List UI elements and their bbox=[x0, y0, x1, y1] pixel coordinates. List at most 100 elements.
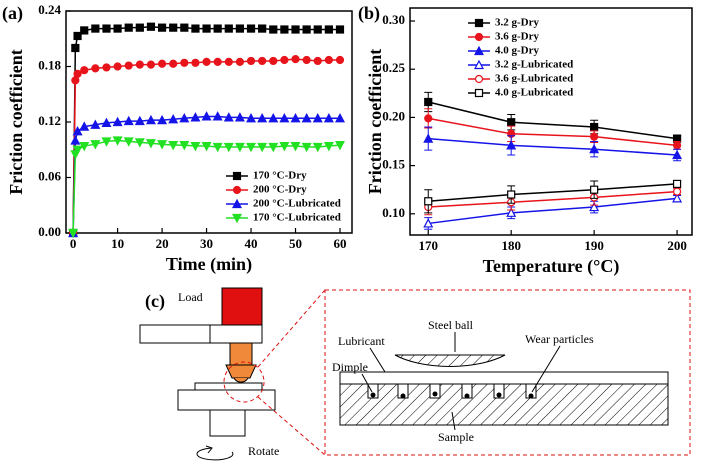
marker bbox=[291, 25, 300, 34]
marker bbox=[113, 24, 122, 33]
marker bbox=[191, 58, 200, 67]
marker bbox=[424, 97, 433, 107]
marker bbox=[145, 114, 156, 125]
marker bbox=[589, 201, 600, 212]
marker bbox=[72, 145, 83, 156]
marker bbox=[224, 57, 233, 66]
label-lubricant: Lubricant bbox=[338, 334, 385, 348]
marker bbox=[213, 24, 222, 33]
marker bbox=[90, 140, 101, 150]
marker bbox=[235, 57, 245, 66]
ball-holder bbox=[225, 364, 257, 379]
legend-label: 170 °C-Dry bbox=[253, 170, 307, 182]
rotate-arrowhead bbox=[205, 445, 213, 454]
y-axis-label: Friction coefficient bbox=[365, 49, 385, 194]
marker bbox=[423, 133, 434, 143]
marker bbox=[312, 113, 323, 123]
marker bbox=[258, 56, 267, 66]
marker bbox=[223, 142, 234, 153]
marker bbox=[213, 57, 222, 66]
leader bbox=[369, 347, 386, 373]
steel-ball bbox=[394, 354, 506, 367]
marker bbox=[101, 117, 112, 128]
y-tick-label: 0.00 bbox=[38, 224, 61, 239]
marker bbox=[91, 24, 100, 33]
marker bbox=[190, 141, 201, 152]
label-steel-ball: Steel ball bbox=[428, 318, 474, 332]
marker bbox=[79, 121, 90, 131]
marker bbox=[235, 24, 245, 33]
marker bbox=[73, 31, 82, 41]
charts: (a) 0.00 0.06 0.12 0.18 0.24 0 10 20 30 40 50 60 Time… bbox=[2, 2, 693, 277]
series-line bbox=[428, 137, 678, 156]
shaft bbox=[209, 409, 246, 437]
marker bbox=[146, 60, 156, 69]
marker bbox=[335, 55, 345, 65]
rotate-arrow bbox=[196, 447, 234, 461]
marker bbox=[180, 23, 189, 32]
y-tick-label: 0.15 bbox=[382, 157, 405, 172]
legend-label: 3.2 g-Dry bbox=[495, 17, 539, 29]
marker bbox=[279, 113, 290, 123]
leader bbox=[451, 411, 456, 431]
marker bbox=[313, 56, 322, 66]
marker bbox=[672, 193, 683, 203]
legend-label: 4.0 g-Lubricated bbox=[495, 87, 573, 99]
marker bbox=[123, 137, 134, 147]
panel-label: (c) bbox=[145, 291, 165, 312]
marker bbox=[180, 58, 189, 67]
marker bbox=[102, 63, 111, 72]
marker bbox=[257, 142, 268, 153]
x-axis-label: Time (min) bbox=[166, 254, 252, 275]
marker bbox=[135, 23, 144, 32]
diagram: (c) Load Rotate Lubricant Steel ball Dim… bbox=[139, 287, 691, 461]
marker bbox=[335, 25, 345, 34]
legend-marker bbox=[474, 18, 484, 28]
marker bbox=[424, 197, 433, 206]
legend-label: 3.2 g-Lubricated bbox=[495, 59, 573, 71]
marker bbox=[279, 141, 290, 152]
marker bbox=[80, 66, 89, 75]
x-tick-label: 180 bbox=[501, 238, 521, 253]
marker bbox=[212, 142, 223, 153]
y-tick-label: 0.20 bbox=[382, 108, 405, 123]
y-tick-label: 0.12 bbox=[38, 113, 61, 128]
base bbox=[177, 389, 276, 411]
legend-marker bbox=[474, 45, 484, 56]
marker bbox=[168, 113, 179, 124]
marker bbox=[590, 132, 599, 141]
marker bbox=[91, 64, 100, 73]
spindle bbox=[229, 342, 253, 366]
x-tick-label: 60 bbox=[333, 236, 346, 251]
marker bbox=[124, 61, 133, 70]
marker bbox=[112, 116, 123, 127]
marker bbox=[169, 59, 178, 68]
legend-marker bbox=[232, 185, 242, 195]
marker bbox=[257, 113, 268, 123]
marker bbox=[134, 138, 145, 148]
marker bbox=[589, 143, 600, 154]
marker bbox=[145, 139, 156, 149]
zoom-box bbox=[324, 289, 691, 456]
marker bbox=[102, 24, 111, 33]
x-tick-label: 40 bbox=[245, 236, 258, 251]
marker bbox=[157, 140, 168, 150]
marker bbox=[672, 179, 682, 189]
marker bbox=[146, 22, 156, 31]
marker bbox=[70, 135, 81, 145]
marker bbox=[79, 141, 90, 152]
marker bbox=[246, 24, 256, 33]
lubricant-layer bbox=[339, 371, 669, 385]
marker bbox=[424, 114, 433, 123]
marker bbox=[506, 140, 517, 150]
legend-label: 170 °C-Lubricated bbox=[253, 212, 341, 224]
marker bbox=[135, 60, 144, 69]
marker bbox=[202, 57, 211, 66]
y-tick-label: 0.10 bbox=[382, 205, 405, 220]
marker bbox=[334, 113, 345, 123]
series-line bbox=[428, 197, 678, 225]
marker bbox=[323, 113, 334, 123]
marker bbox=[324, 25, 333, 34]
marker bbox=[246, 113, 257, 123]
x-tick-label: 0 bbox=[70, 236, 77, 251]
